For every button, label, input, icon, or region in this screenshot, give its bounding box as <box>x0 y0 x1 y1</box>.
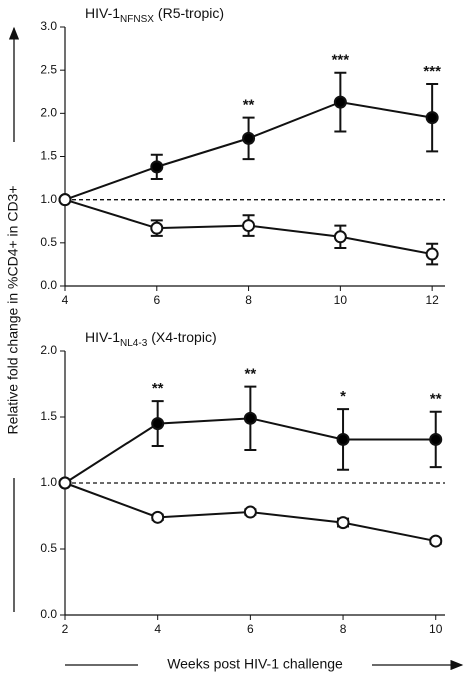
data-point <box>336 432 350 446</box>
significance-label: *** <box>423 63 441 80</box>
chart-title: HIV-1NL4-3 (X4-tropic) <box>85 329 217 349</box>
x-tick-label: 6 <box>153 293 160 307</box>
data-point <box>333 230 347 244</box>
y-tick-label: 0.5 <box>40 235 57 249</box>
data-point <box>58 476 72 490</box>
x-tick-label: 8 <box>340 622 347 636</box>
data-point <box>151 417 165 431</box>
data-point <box>243 411 257 425</box>
y-tick-label: 0.0 <box>40 607 57 621</box>
y-tick-label: 1.0 <box>40 192 57 206</box>
data-point <box>243 505 257 519</box>
significance-label: ** <box>152 380 164 397</box>
data-point <box>333 95 347 109</box>
y-tick-label: 0.0 <box>40 278 57 292</box>
y-tick-label: 1.5 <box>40 409 57 423</box>
data-point <box>151 510 165 524</box>
significance-label: ** <box>245 366 257 383</box>
data-point <box>425 247 439 261</box>
x-tick-label: 10 <box>334 293 348 307</box>
x-tick-label: 4 <box>154 622 161 636</box>
data-point <box>150 221 164 235</box>
title-text: HIV-1 <box>85 5 120 21</box>
data-point <box>425 111 439 125</box>
y-tick-label: 2.5 <box>40 62 57 76</box>
y-tick-label: 0.5 <box>40 541 57 555</box>
data-point <box>150 160 164 174</box>
y-tick-label: 2.0 <box>40 106 57 120</box>
y-axis-label: Relative fold change in %CD4+ in CD3+ <box>5 185 21 434</box>
title-subscript: NL4-3 <box>120 338 148 349</box>
x-tick-label: 6 <box>247 622 254 636</box>
data-point <box>242 219 256 233</box>
x-axis-label: Weeks post HIV-1 challenge <box>167 656 343 672</box>
title-text: HIV-1 <box>85 329 120 345</box>
x-tick-label: 10 <box>429 622 443 636</box>
x-tick-label: 12 <box>425 293 439 307</box>
data-point <box>336 516 350 530</box>
y-tick-label: 3.0 <box>40 19 57 33</box>
title-subscript: NFNSX <box>120 14 154 25</box>
y-tick-label: 1.5 <box>40 149 57 163</box>
title-suffix: (X4-tropic) <box>151 329 216 345</box>
significance-label: ** <box>430 391 442 408</box>
data-point <box>242 131 256 145</box>
data-point <box>58 193 72 207</box>
x-tick-label: 2 <box>62 622 69 636</box>
chart-title: HIV-1NFNSX (R5-tropic) <box>85 5 224 25</box>
significance-label: * <box>340 388 346 405</box>
x-tick-label: 8 <box>245 293 252 307</box>
x-tick-label: 4 <box>62 293 69 307</box>
y-tick-label: 1.0 <box>40 475 57 489</box>
title-suffix: (R5-tropic) <box>158 5 224 21</box>
significance-label: *** <box>332 52 350 69</box>
significance-label: ** <box>243 97 255 114</box>
data-point <box>429 534 443 548</box>
y-tick-label: 2.0 <box>40 343 57 357</box>
data-point <box>429 432 443 446</box>
